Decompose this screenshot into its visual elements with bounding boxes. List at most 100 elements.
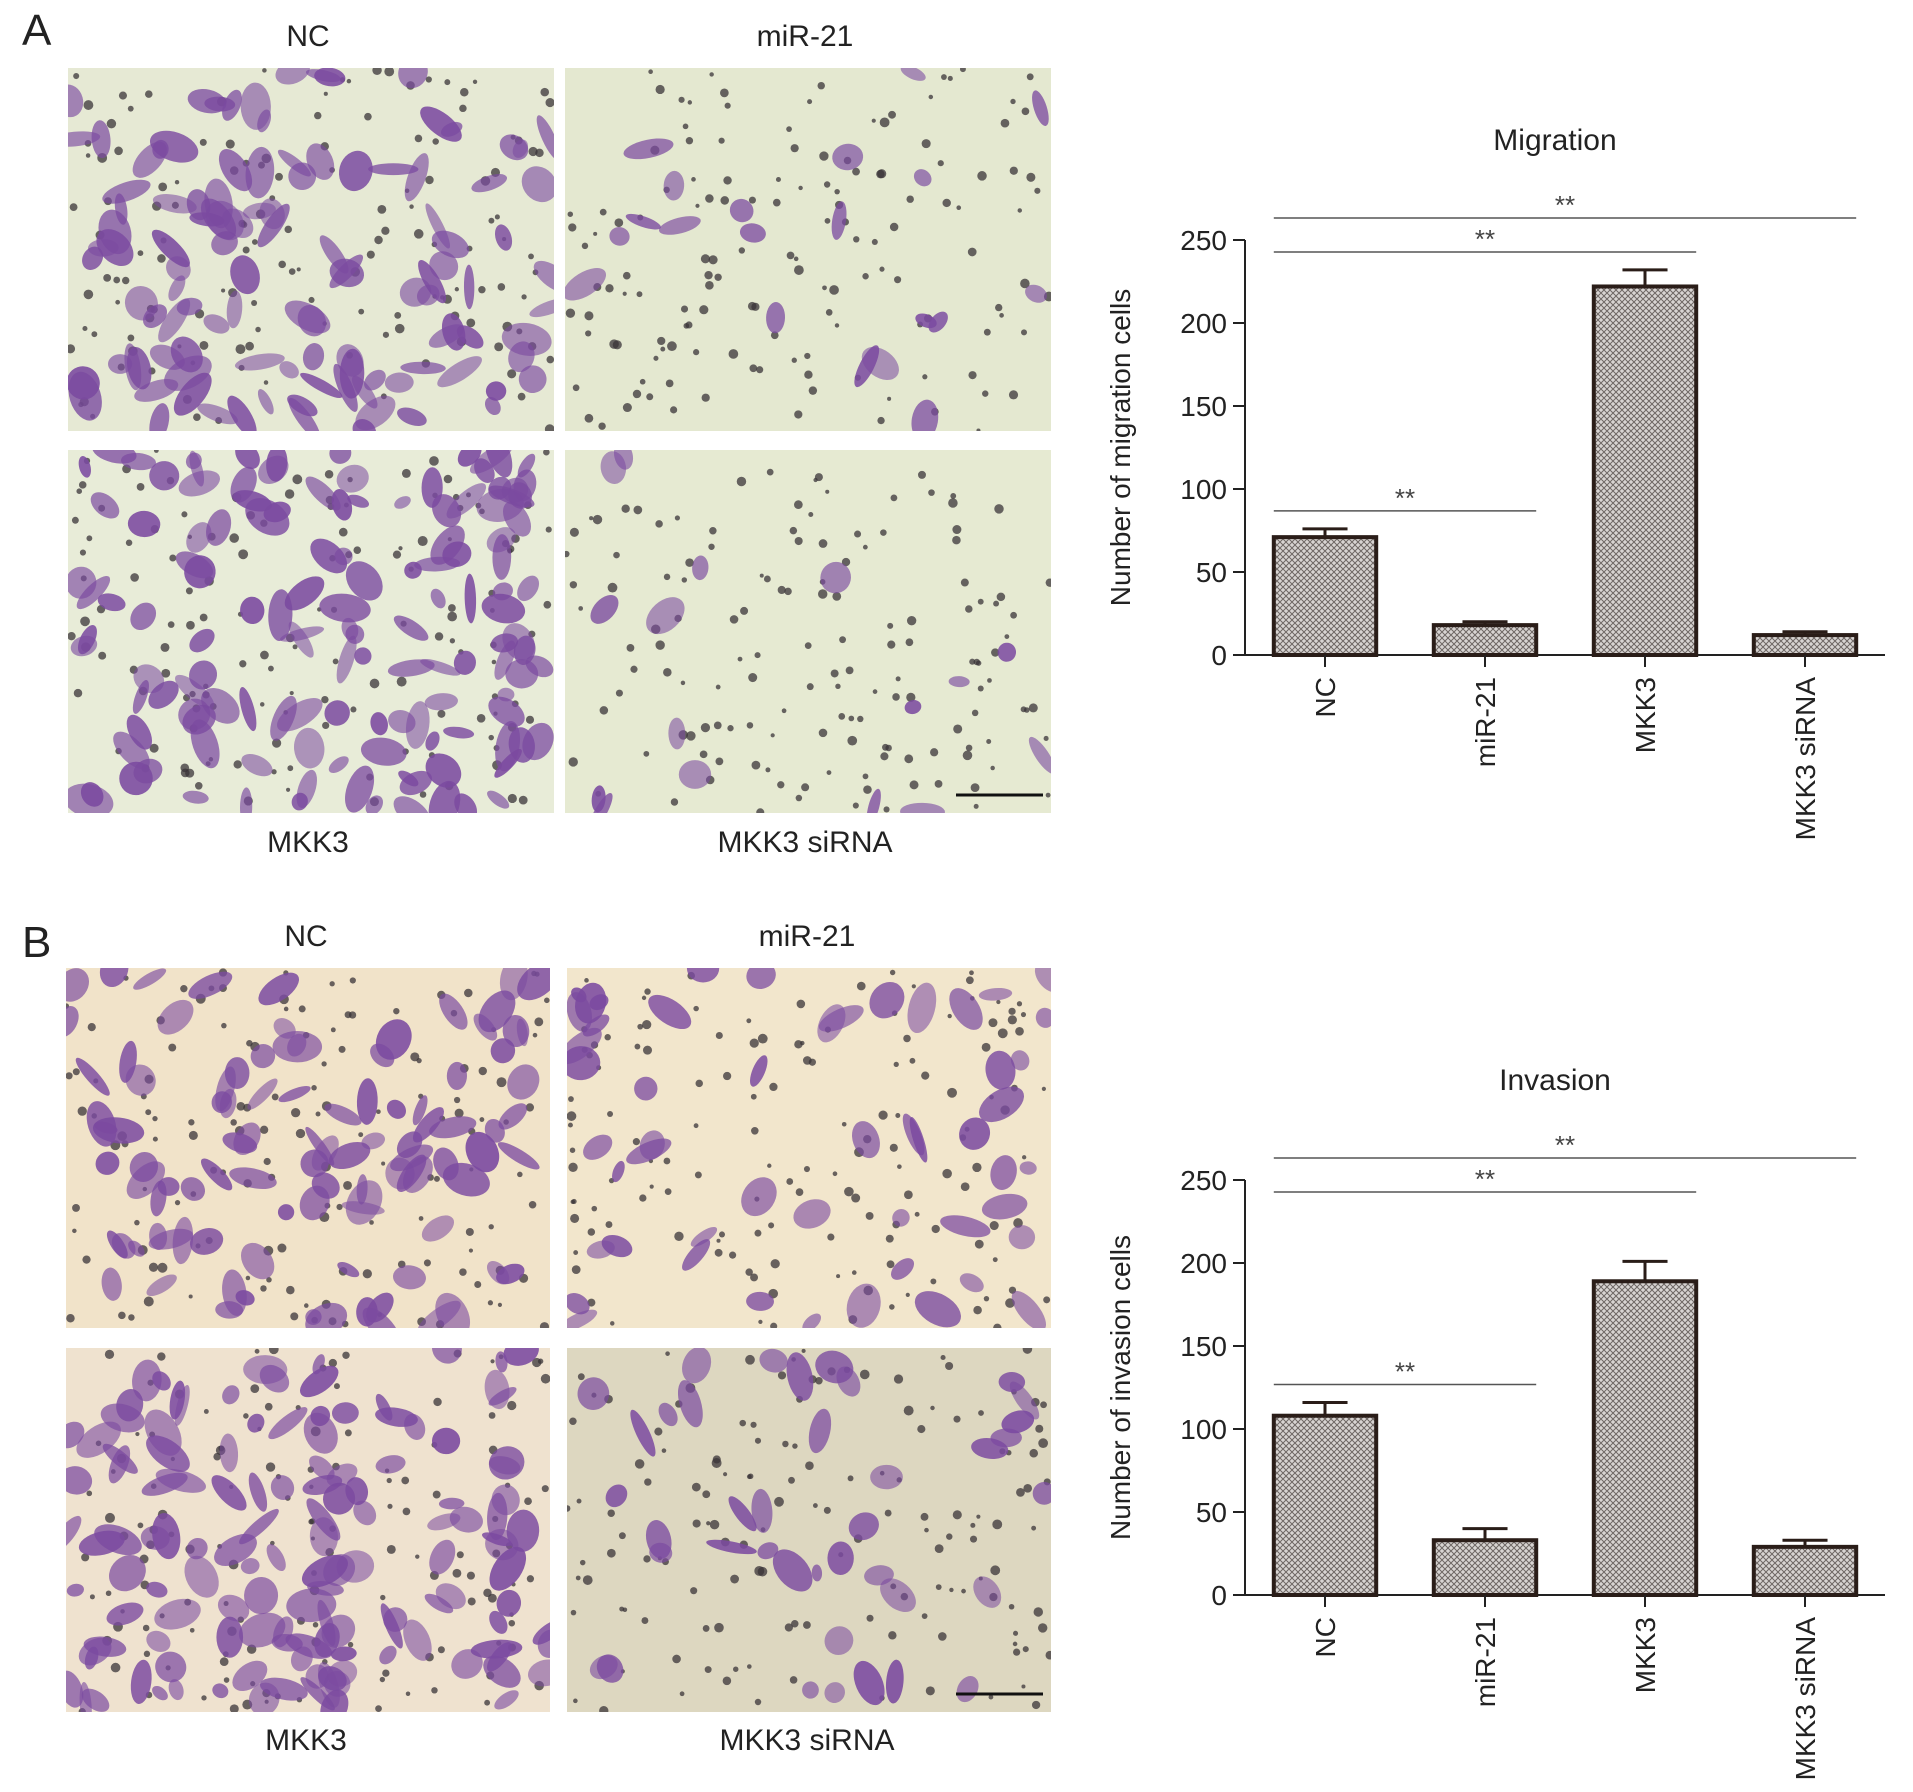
membrane-pore: [251, 300, 258, 307]
stained-cell: [270, 1475, 295, 1500]
membrane-pore: [540, 87, 550, 97]
stained-cell: [456, 325, 484, 349]
stained-cell: [506, 1509, 540, 1552]
stained-cell: [449, 1506, 483, 1533]
membrane-pore: [344, 1429, 352, 1437]
membrane-pore: [851, 1193, 861, 1203]
membrane-pore: [830, 669, 839, 678]
membrane-pore: [1020, 1011, 1027, 1018]
membrane-pore: [149, 743, 159, 753]
stained-cell: [383, 1607, 408, 1632]
stained-cell: [1008, 1225, 1036, 1250]
stained-cell: [586, 1240, 615, 1259]
stained-cell: [368, 163, 419, 176]
membrane-pore: [507, 793, 517, 804]
stained-cell: [197, 403, 239, 425]
stained-cell: [152, 1685, 168, 1701]
membrane-pore: [161, 668, 171, 678]
membrane-pore: [296, 267, 301, 272]
membrane-pore: [528, 1200, 537, 1209]
membrane-pore: [137, 250, 144, 257]
stained-cell: [106, 1602, 144, 1626]
membrane-pore: [263, 380, 269, 385]
membrane-pore: [945, 1361, 954, 1371]
stained-cell: [446, 483, 487, 519]
membrane-pore: [1045, 1650, 1051, 1660]
membrane-pore: [750, 1273, 759, 1282]
membrane-pore: [895, 676, 901, 682]
stained-cell: [133, 968, 167, 990]
membrane-pore: [607, 1110, 614, 1117]
stained-cell: [427, 1513, 461, 1531]
membrane-pore: [854, 530, 862, 538]
stained-cell: [430, 525, 465, 565]
membrane-pore: [386, 1545, 396, 1554]
membrane-pore: [180, 763, 190, 773]
membrane-pore: [996, 592, 1006, 602]
stained-cell: [900, 802, 945, 813]
y-tick-label: 100: [1180, 474, 1227, 505]
membrane-pore: [693, 1005, 699, 1012]
membrane-pore: [1031, 1700, 1041, 1710]
stained-cell: [211, 1475, 247, 1511]
stained-cell: [757, 1542, 779, 1560]
membrane-pore: [323, 91, 328, 96]
membrane-pore: [642, 1019, 652, 1030]
membrane-pore: [478, 1066, 487, 1076]
stained-cell: [677, 1380, 703, 1428]
membrane-pore: [417, 536, 428, 547]
stained-cell: [299, 1365, 339, 1398]
membrane-pore: [449, 638, 456, 644]
stained-cell: [517, 968, 550, 1001]
stained-cell: [528, 1659, 550, 1687]
stained-cell: [232, 1660, 268, 1692]
membrane-pore: [591, 1205, 598, 1212]
membrane-pore: [136, 483, 145, 491]
membrane-pore: [746, 1018, 752, 1024]
membrane-pore: [456, 1551, 464, 1559]
stained-cell: [505, 659, 539, 689]
stained-cell: [646, 597, 685, 635]
membrane-pore: [905, 638, 914, 647]
stained-cell: [319, 593, 371, 623]
membrane-pore: [632, 389, 642, 399]
membrane-pore: [672, 1654, 681, 1664]
membrane-pore: [490, 1359, 495, 1364]
membrane-pore: [960, 1182, 970, 1192]
membrane-pore: [121, 276, 130, 285]
membrane-pore: [593, 231, 598, 236]
membrane-pore: [233, 760, 242, 769]
membrane-pore: [781, 708, 787, 714]
membrane-pore: [571, 1265, 581, 1274]
membrane-pore: [690, 1587, 698, 1595]
membrane-pore: [78, 481, 87, 489]
membrane-pore: [922, 374, 928, 380]
stained-cell: [424, 693, 458, 711]
membrane-pore: [871, 118, 876, 123]
stained-cell: [337, 1262, 360, 1278]
stained-cell: [870, 1464, 903, 1490]
membrane-pore: [333, 1383, 340, 1390]
membrane-pore: [704, 270, 713, 280]
membrane-pore: [225, 139, 235, 149]
stained-cell: [200, 198, 237, 240]
membrane-pore: [358, 308, 365, 315]
stained-cell: [465, 1131, 500, 1173]
membrane-pore: [85, 153, 91, 158]
stained-cell: [257, 389, 274, 415]
membrane-pore: [920, 1512, 929, 1521]
stained-cell: [487, 790, 510, 809]
membrane-pore: [259, 1125, 269, 1134]
membrane-pore: [953, 1415, 961, 1423]
stained-cell: [146, 1630, 171, 1653]
stained-cell: [94, 1121, 118, 1134]
stained-cell: [176, 297, 203, 316]
membrane-pore: [1023, 1483, 1033, 1493]
membrane-pore: [866, 1614, 874, 1622]
stained-cell: [330, 1646, 357, 1662]
stained-cell: [412, 1095, 428, 1126]
membrane-pore: [1022, 1646, 1029, 1653]
membrane-pore: [877, 416, 885, 425]
stained-cell: [766, 302, 786, 334]
membrane-pore: [736, 476, 747, 487]
